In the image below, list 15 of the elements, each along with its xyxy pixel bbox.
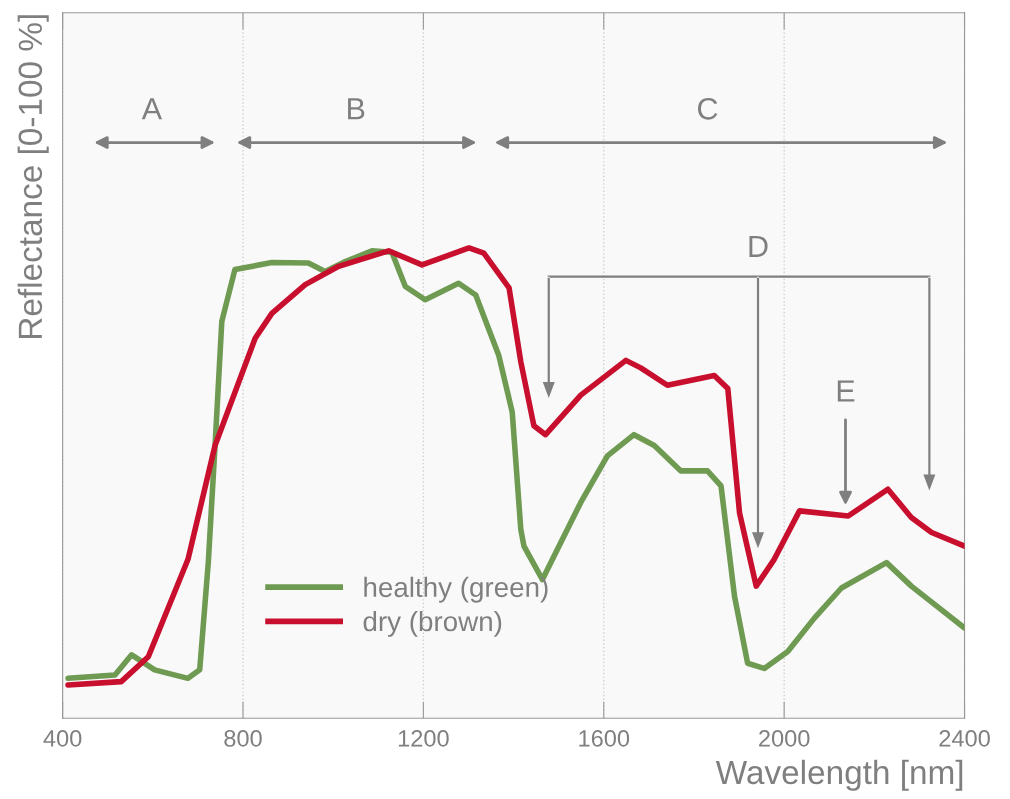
legend-label: dry (brown)	[363, 610, 502, 637]
annotation: E	[837, 380, 855, 402]
y-axis-title: Reflectance [0-100 %]	[17, 15, 49, 338]
text: B	[348, 98, 365, 120]
x-tick-label: 2000	[759, 730, 810, 747]
text: C	[698, 97, 718, 120]
x-tick-label: 2400	[939, 730, 990, 747]
x-axis-title: Wavelength [nm]	[715, 759, 963, 791]
x-tick-label: 800	[224, 730, 262, 747]
annotation: D	[749, 235, 768, 257]
x-tick-label: 1600	[579, 730, 630, 747]
text: A	[141, 98, 163, 120]
legend-label: healthy (green)	[364, 576, 548, 603]
x-tick-label: 1200	[398, 730, 449, 747]
x-tick-label: 400	[43, 730, 82, 747]
